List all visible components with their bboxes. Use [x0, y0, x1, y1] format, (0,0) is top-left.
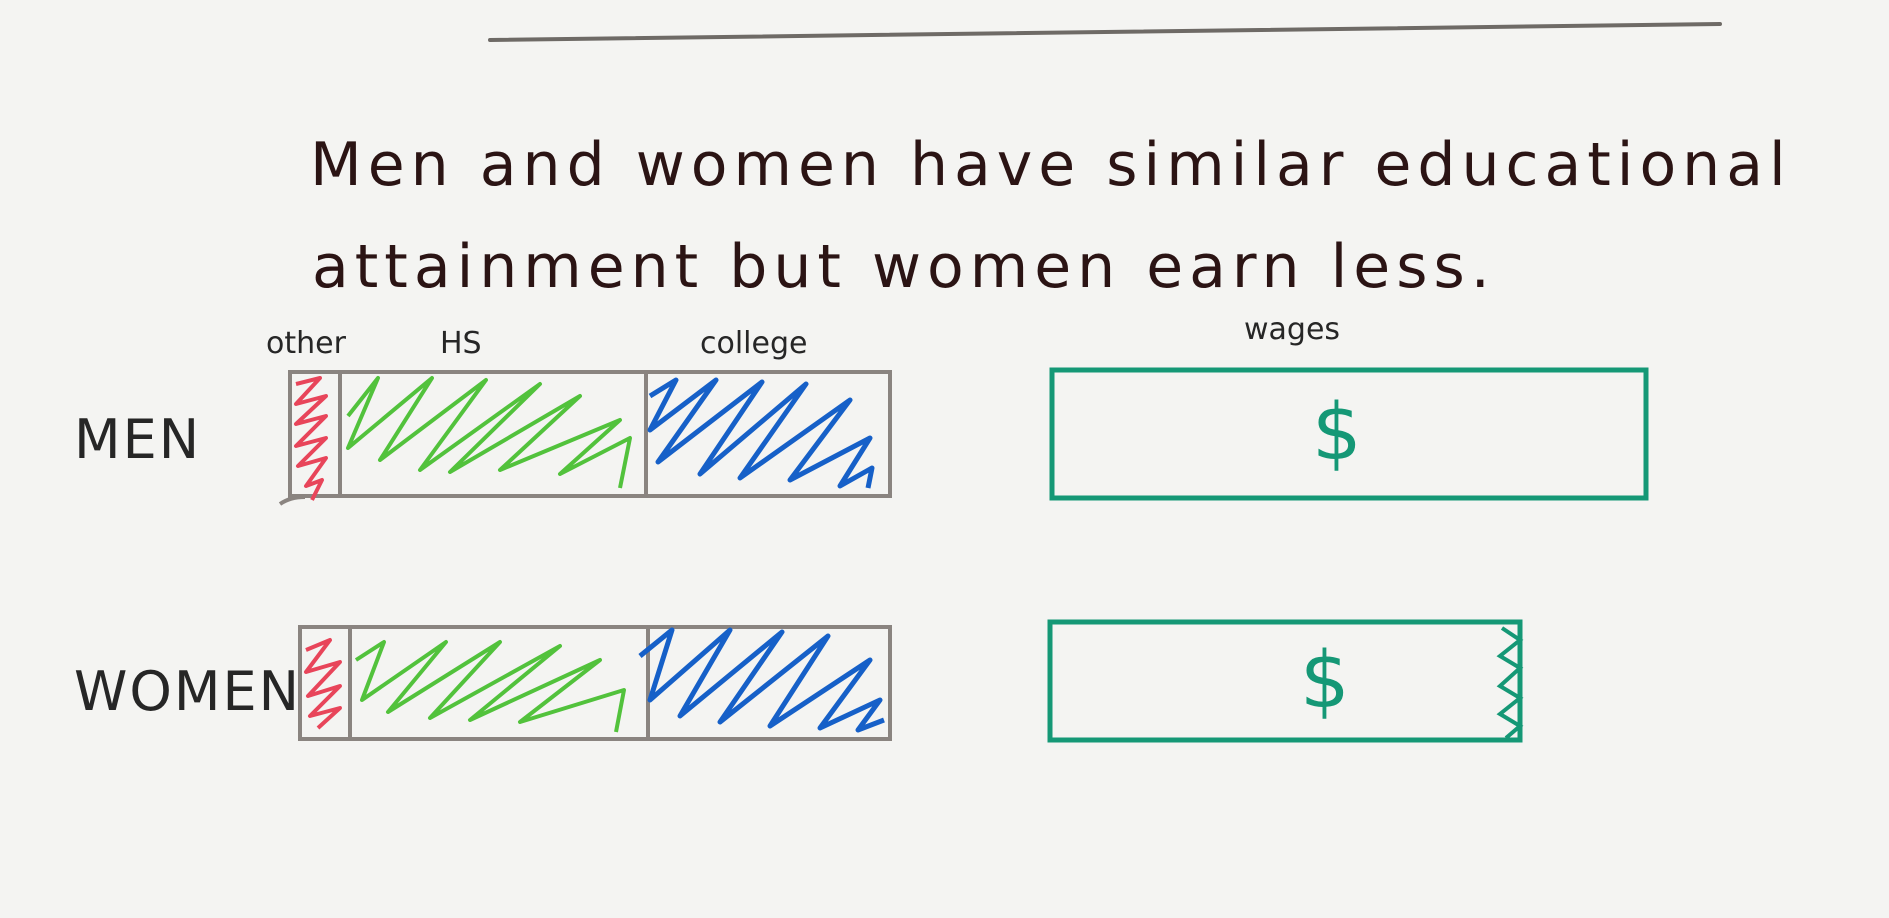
women-college-segment — [638, 627, 885, 733]
label-other: other — [266, 326, 346, 361]
men-wage-dollar: $ — [1312, 388, 1362, 478]
row-label-women: WOMEN — [74, 660, 302, 723]
men-education-bar — [278, 370, 892, 506]
note-line-1: Men and women have similar educational — [310, 130, 1792, 200]
women-education-bar — [298, 625, 892, 741]
label-wages: wages — [1244, 312, 1341, 347]
women-wage-dollar: $ — [1300, 636, 1350, 726]
women-wage-bar — [1047, 619, 1524, 743]
label-hs: HS — [440, 326, 482, 361]
women-wage-edge-scribble — [1496, 626, 1524, 740]
top-rule — [488, 22, 1722, 42]
men-college-segment — [647, 377, 875, 489]
women-other-segment — [304, 638, 342, 730]
women-hs-segment — [354, 640, 626, 733]
row-label-men: MEN — [74, 408, 202, 471]
note-line-2: attainment but women earn less. — [312, 232, 1496, 302]
label-college: college — [700, 326, 808, 361]
men-wage-bar — [1049, 367, 1649, 501]
men-other-segment — [294, 376, 328, 501]
men-hs-segment — [346, 376, 632, 489]
